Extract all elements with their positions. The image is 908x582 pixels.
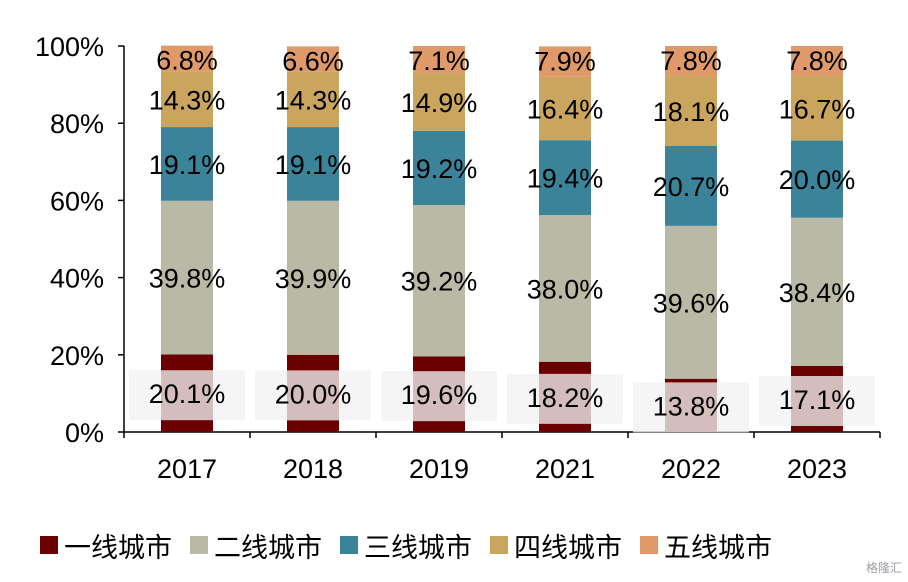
bar-segment — [539, 215, 591, 362]
bar-segment — [791, 217, 843, 366]
bar-segment — [791, 76, 843, 141]
bar-segment — [161, 127, 213, 201]
watermark: 格隆汇 — [865, 561, 902, 575]
data-label: 14.3% — [275, 85, 352, 115]
y-tick-label: 80% — [50, 109, 104, 139]
data-label: 7.8% — [786, 46, 848, 76]
y-tick-label: 100% — [35, 32, 104, 62]
data-label: 14.9% — [401, 88, 478, 118]
bar-segment — [287, 71, 339, 128]
legend-swatch — [190, 536, 208, 554]
data-label: 38.0% — [527, 274, 604, 304]
legend-swatch — [40, 536, 58, 554]
data-label: 19.1% — [149, 150, 226, 180]
bar-segment — [287, 200, 339, 355]
data-label: 6.8% — [156, 46, 218, 76]
data-label: 39.9% — [275, 264, 352, 294]
x-tick-label: 2019 — [409, 454, 469, 484]
bar-segment — [665, 225, 717, 379]
bar-segment — [413, 46, 465, 74]
bar-segment — [539, 140, 591, 216]
bar-segment — [161, 45, 213, 72]
bar-segment — [665, 76, 717, 146]
x-tick-label: 2021 — [535, 454, 595, 484]
legend-label: 一线城市 — [64, 532, 172, 563]
legend-swatch — [640, 536, 658, 554]
data-label-bg — [129, 370, 245, 421]
data-label: 14.3% — [149, 85, 226, 115]
data-label-bg — [759, 375, 875, 426]
legend-label: 三线城市 — [364, 532, 472, 563]
legend-swatch — [490, 536, 508, 554]
data-label: 20.0% — [779, 165, 856, 195]
x-tick-label: 2023 — [787, 454, 847, 484]
data-label: 17.1% — [779, 385, 856, 415]
bar-segment — [791, 46, 843, 77]
x-tick-label: 2017 — [157, 454, 217, 484]
legend-label: 五线城市 — [664, 532, 772, 563]
legend: 一线城市 二线城市 三线城市 四线城市 五线城市 — [40, 525, 790, 565]
data-label: 19.6% — [401, 380, 478, 410]
bar-segment — [791, 140, 843, 218]
data-label: 16.4% — [527, 95, 604, 125]
data-label: 6.6% — [282, 46, 344, 76]
bar-segment — [539, 76, 591, 141]
data-label: 18.2% — [527, 383, 604, 413]
legend-label: 二线城市 — [214, 532, 322, 563]
data-label: 7.1% — [408, 46, 470, 76]
y-tick-label: 40% — [50, 264, 104, 294]
data-label: 39.2% — [401, 267, 478, 297]
data-label: 16.7% — [779, 94, 856, 124]
data-label: 13.8% — [653, 391, 730, 421]
legend-label: 四线城市 — [514, 532, 622, 563]
data-label: 18.1% — [653, 97, 730, 127]
data-label: 20.1% — [149, 379, 226, 409]
data-label-bg — [507, 373, 623, 424]
y-tick-label: 0% — [65, 418, 104, 448]
legend-item: 三线城市 — [340, 526, 472, 565]
x-tick-label: 2018 — [283, 454, 343, 484]
legend-item: 四线城市 — [490, 526, 622, 565]
data-label: 20.0% — [275, 379, 352, 409]
bar-segment — [665, 145, 717, 226]
bar-segment — [287, 127, 339, 201]
bar-segment — [413, 73, 465, 131]
bar-segment — [161, 200, 213, 355]
data-label: 19.2% — [401, 154, 478, 184]
data-label: 39.6% — [653, 288, 730, 318]
x-tick-label: 2022 — [661, 454, 721, 484]
data-label: 39.8% — [149, 264, 226, 294]
legend-item: 二线城市 — [190, 526, 322, 565]
data-label: 19.1% — [275, 150, 352, 180]
data-label: 20.7% — [653, 172, 730, 202]
bar-segment — [287, 46, 339, 72]
legend-swatch — [340, 536, 358, 554]
bar-segment — [539, 46, 591, 77]
bar-segment — [413, 205, 465, 357]
data-label: 19.4% — [527, 164, 604, 194]
data-label-bg — [255, 370, 371, 421]
bar-segment — [665, 46, 717, 77]
bar-segment — [413, 130, 465, 206]
y-tick-label: 20% — [50, 341, 104, 371]
data-label: 7.8% — [660, 46, 722, 76]
data-label: 38.4% — [779, 278, 856, 308]
legend-item: 一线城市 — [40, 526, 172, 565]
data-label-bg — [633, 382, 749, 433]
stacked-bar-chart: 0% 20% 40% 60% 80% 100% 20.1% 39.8% 19.1% 14.3% 6.… — [35, 32, 881, 484]
data-label: 7.9% — [534, 46, 596, 76]
bar-segment — [161, 71, 213, 128]
legend-item: 五线城市 — [640, 526, 772, 565]
y-tick-label: 60% — [50, 186, 104, 216]
data-label-bg — [381, 371, 497, 422]
